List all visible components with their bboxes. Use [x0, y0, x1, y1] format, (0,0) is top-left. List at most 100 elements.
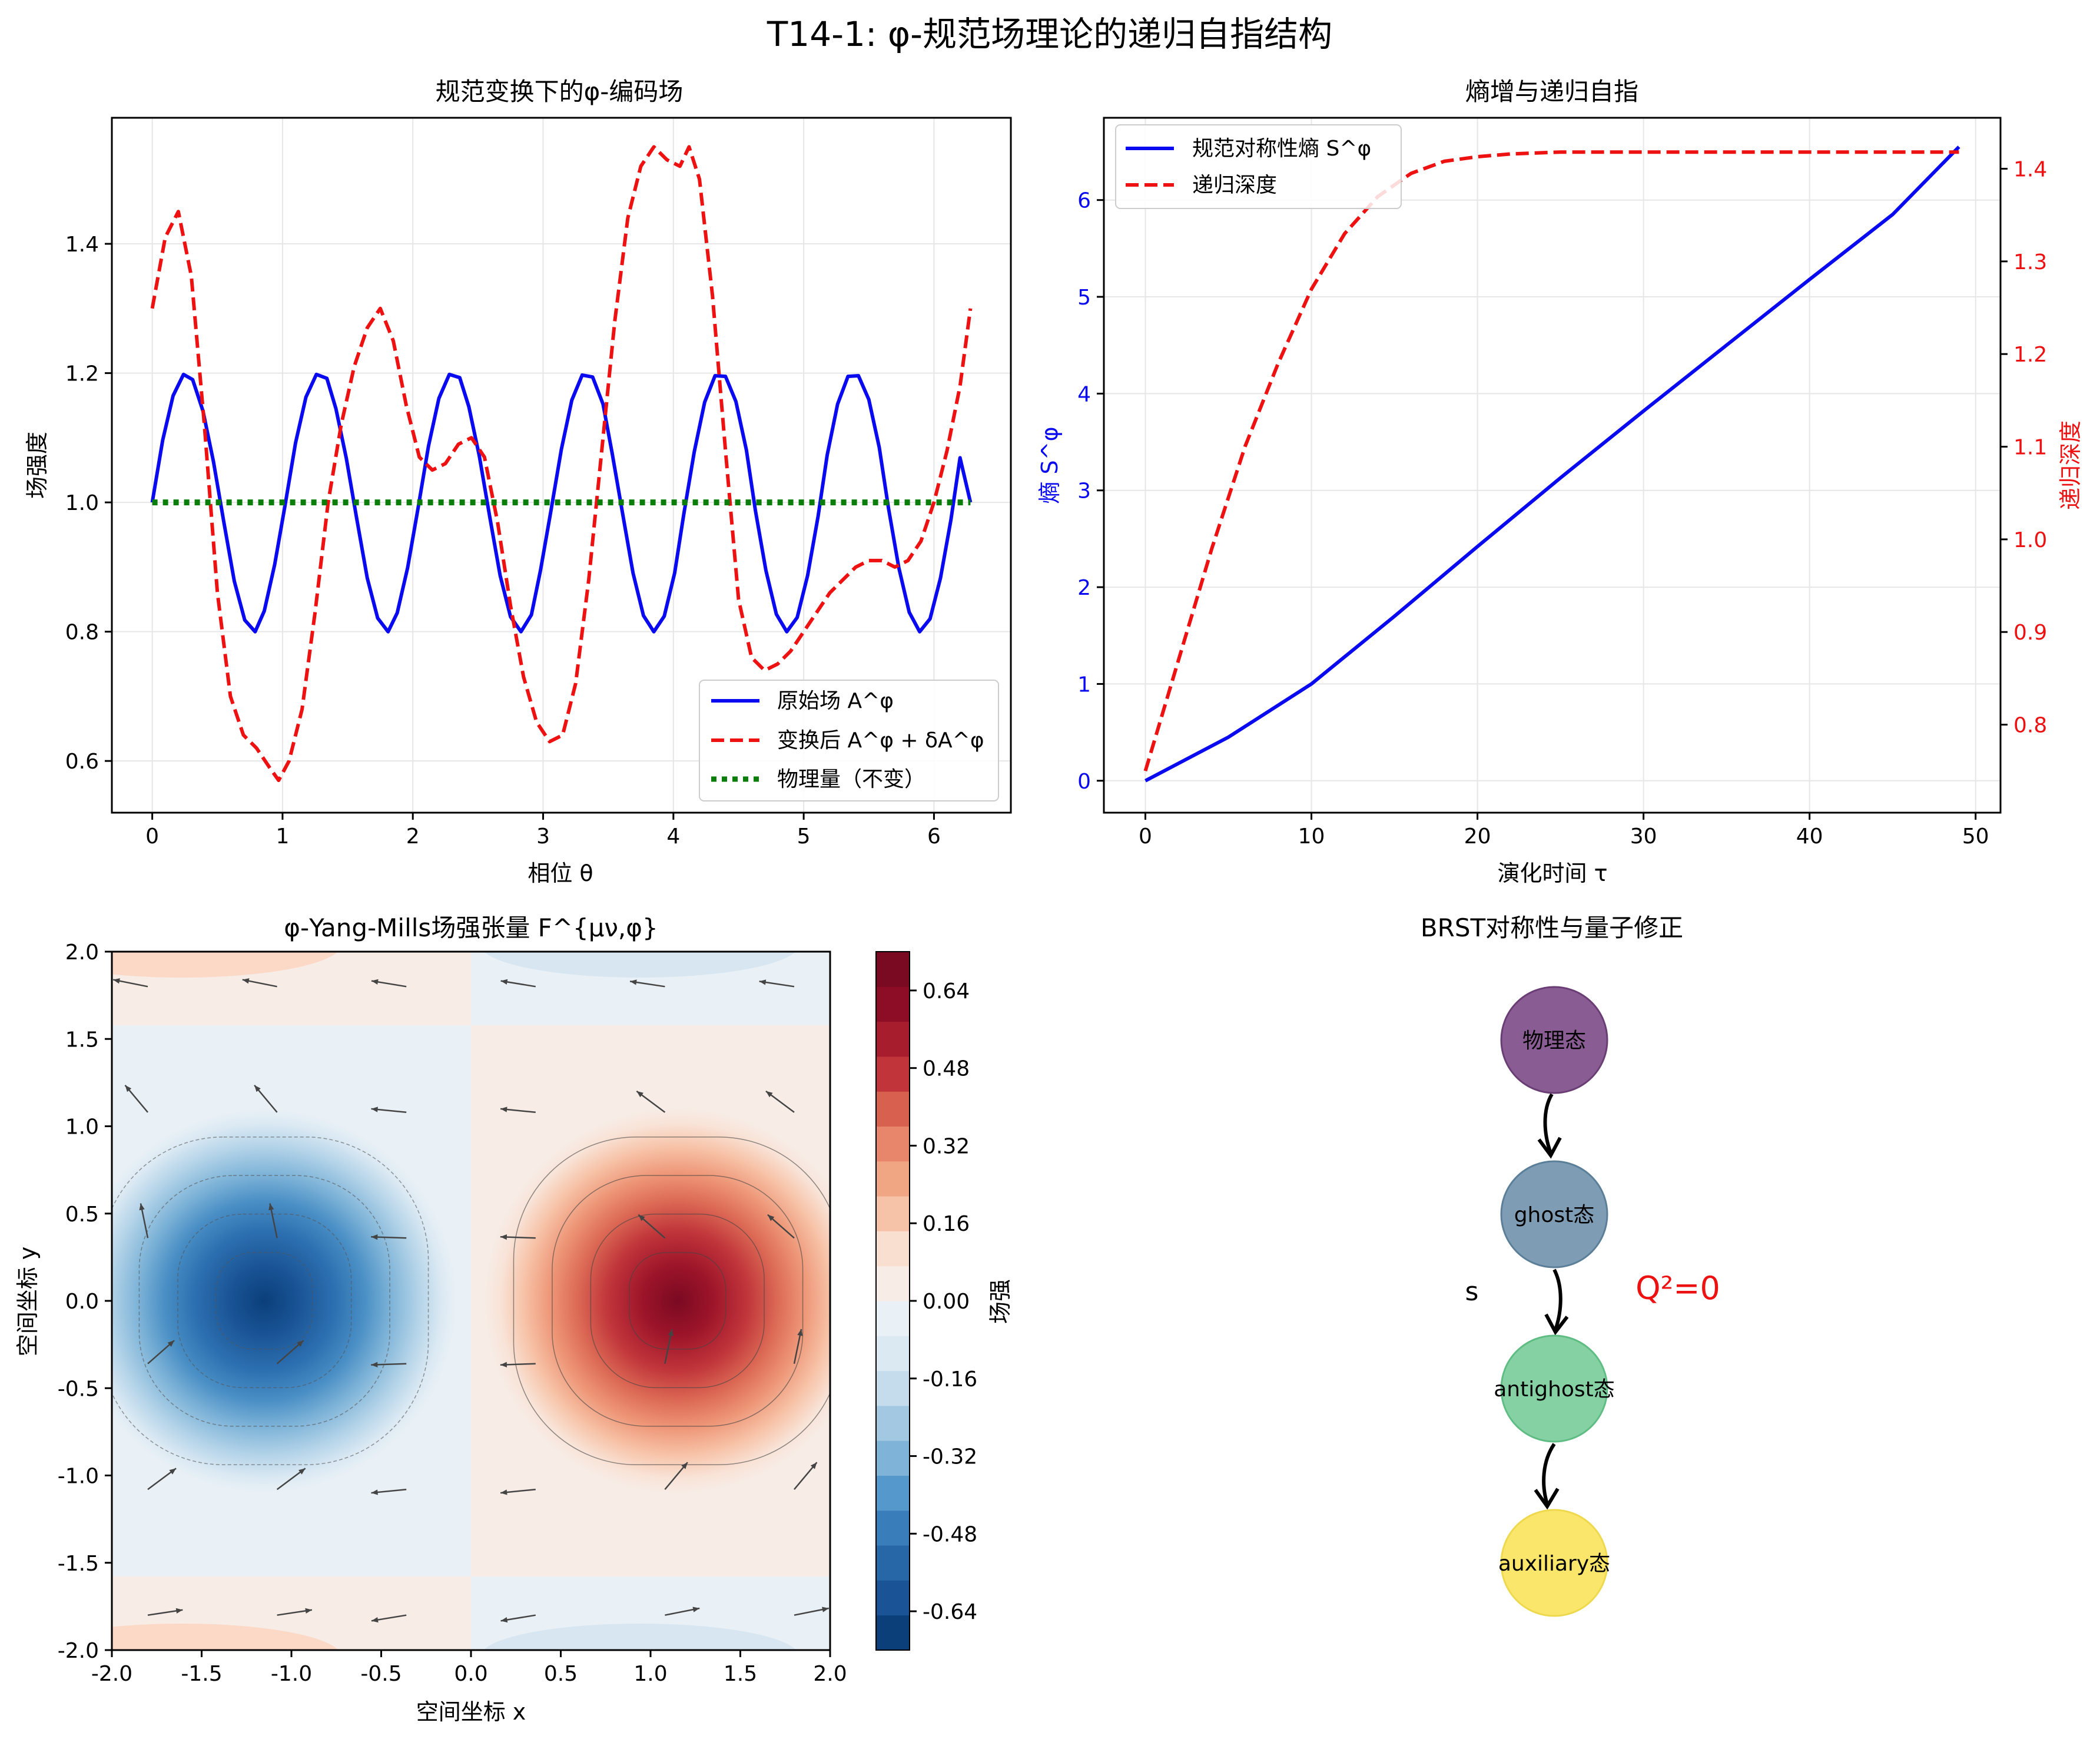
arrow-physical-to-ghost [1543, 1093, 1554, 1154]
panel1-ticks: 0 1 2 3 4 5 6 0.6 0.8 1.0 1.2 1.4 [65, 233, 941, 849]
colorbar-tick-label: -0.48 [923, 1522, 977, 1546]
y-tick-label: 1.0 [65, 491, 99, 515]
colorbar-tick-label: 0.00 [923, 1290, 970, 1314]
quiver-arrowhead [371, 1489, 378, 1495]
panel3-ticks: -2.0 -1.5 -1.0 -0.5 0.0 0.5 1.0 1.5 2.0 -2.0 -1.5 -… [58, 940, 847, 1686]
colorbar-segment [876, 1475, 910, 1511]
colorbar-segment [876, 1510, 910, 1546]
quiver-arrowhead [305, 1608, 312, 1614]
panel2-legend: 规范对称性熵 S^φ 递归深度 [1115, 124, 1402, 209]
panel-brst-diagram: BRST对称性与量子修正 物理态 ghost态 antighost态 auxil… [1421, 913, 1720, 1617]
y-tick-label-left: 3 [1077, 479, 1091, 504]
quiver-arrowhead [797, 1329, 803, 1336]
colorbar-segment [876, 1615, 910, 1651]
y-tick-label-right: 1.0 [2013, 528, 2047, 552]
heatmap-contour-lines [112, 1137, 830, 1465]
colorbar-segment [876, 1266, 910, 1301]
quiver-arrowhead [139, 1203, 145, 1211]
node-ghost-state-label: ghost态 [1514, 1203, 1595, 1227]
heatmap-lobe-bottom-left [112, 1624, 339, 1650]
arrowhead-physical-to-ghost [1537, 1137, 1562, 1159]
node-ghost-state [1500, 1160, 1608, 1268]
legend-entry-depth: 递归深度 [1192, 173, 1277, 197]
quiver-arrowhead [169, 1468, 177, 1475]
contour-negative [215, 1252, 313, 1350]
node-antighost-state-label: antighost态 [1494, 1377, 1615, 1402]
colorbar-segment [876, 1336, 910, 1372]
quiver-arrowhead [692, 1606, 700, 1612]
arrow-ghost-to-antighost [1552, 1268, 1562, 1330]
x-tick-label: 10 [1298, 824, 1325, 849]
legend-entry-transformed: 变换后 A^φ + δA^φ [777, 728, 984, 753]
colorbar-segment [876, 1545, 910, 1581]
quiver-arrowhead [175, 1608, 183, 1614]
legend-entry-entropy: 规范对称性熵 S^φ [1192, 137, 1371, 161]
colorbar-tick-label: 0.32 [923, 1134, 970, 1158]
colorbar-tick-label: 0.48 [923, 1057, 970, 1081]
brst-arrows [1534, 1093, 1569, 1510]
contour-negative [177, 1213, 352, 1389]
y-tick-label-right: 1.3 [2013, 250, 2047, 274]
panel-field-phase-chart: 规范变换下的φ-编码场 0 1 2 3 4 5 60.60.81.01.21.4 相位 θ … [24, 77, 1012, 886]
panel2-x-label: 演化时间 τ [1498, 860, 1608, 886]
contour-positive [513, 1137, 830, 1465]
panel1-title: 规范变换下的φ-编码场 [436, 77, 684, 106]
colorbar-tick-label: -0.64 [923, 1600, 977, 1624]
x-tick-label: 30 [1630, 824, 1657, 849]
y-tick-label: 1.2 [65, 362, 99, 386]
colorbar-segment [876, 1196, 910, 1231]
quiver-arrowhead [822, 1606, 829, 1612]
quiver-arrowhead [298, 1468, 306, 1475]
x-tick-label: -2.0 [91, 1662, 132, 1686]
y-tick-label-left: 4 [1077, 382, 1091, 406]
quiver-arrowhead [500, 1234, 507, 1240]
colorbar-tick-label: 0.64 [923, 979, 970, 1003]
y-tick-label: -1.5 [58, 1552, 99, 1576]
quiver-arrowhead [668, 1329, 674, 1336]
negative-field-blob [112, 1108, 457, 1494]
y-tick-label-right: 1.4 [2013, 158, 2047, 182]
quiver-arrowhead [371, 979, 379, 985]
panel3-frame [111, 950, 831, 1651]
quiver-arrowhead [371, 1107, 378, 1112]
x-tick-label: 20 [1464, 824, 1491, 849]
colorbar-segment [876, 1231, 910, 1267]
x-tick-label: 1.5 [724, 1662, 757, 1686]
quiver-arrowhead [254, 1085, 261, 1092]
figure-title: T14-1: φ-规范场理论的递归自指结构 [767, 14, 1332, 54]
quiver-arrowhead [638, 1214, 645, 1221]
y-tick-label: 1.0 [65, 1115, 99, 1140]
x-tick-label: 0.0 [454, 1662, 487, 1686]
heatmap-lobe-top-right [484, 952, 796, 978]
quiver-arrowhead [371, 1617, 379, 1623]
colorbar-segment [876, 1126, 910, 1162]
y-tick-label: -1.0 [58, 1465, 99, 1489]
colorbar-segment [876, 1091, 910, 1127]
heatmap-lobe-bottom-right [483, 1624, 797, 1650]
quiver-arrowhead [500, 1107, 507, 1112]
panel1-y-label: 场强度 [24, 432, 50, 499]
panel2-frame [1103, 117, 2002, 814]
y-tick-label: 0.8 [65, 621, 99, 645]
colorbar-segment [876, 986, 910, 1022]
series-original-field [150, 372, 973, 634]
node-auxiliary-state [1500, 1509, 1608, 1617]
panel3-x-label: 空间坐标 x [416, 1699, 526, 1725]
arrowhead-ghost-to-antighost [1544, 1313, 1569, 1336]
panel3-title: φ-Yang-Mills场强张量 F^{μν,φ} [284, 913, 658, 942]
y-tick-label: 0.0 [65, 1290, 99, 1314]
panel2-right-y-label: 递归深度 [2058, 420, 2084, 510]
panel1-grid [112, 118, 1011, 813]
colorbar-segment [876, 1056, 910, 1092]
y-tick-label: 0.6 [65, 750, 99, 774]
x-tick-label: 50 [1962, 824, 1989, 849]
quiver-arrowhead [371, 1234, 378, 1240]
quiver-arrowhead [630, 979, 637, 985]
x-tick-label: 5 [797, 824, 811, 849]
legend-entry-original: 原始场 A^φ [777, 689, 894, 713]
colorbar-segment [876, 1370, 910, 1406]
x-tick-label: -1.5 [181, 1662, 222, 1686]
colorbar-segment [876, 1161, 910, 1197]
quiver-arrowhead [765, 1091, 773, 1098]
